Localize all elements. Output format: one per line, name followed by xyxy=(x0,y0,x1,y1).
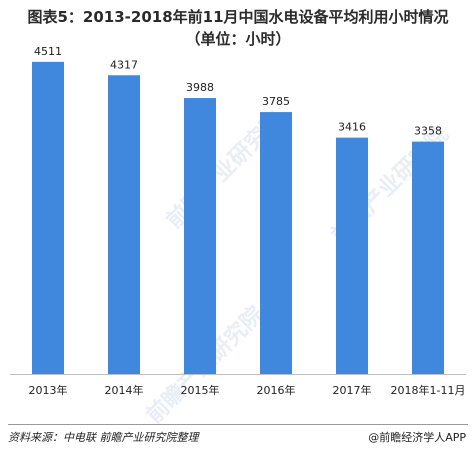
x-tick-label-5: 2018年1-11月 xyxy=(391,383,466,397)
data-labels-group: 4511 4317 3988 3785 3416 3358 xyxy=(34,45,442,138)
chart-title-line2: （单位：小时） xyxy=(185,30,291,48)
footer-divider xyxy=(8,424,468,425)
x-tick-label-2: 2015年 xyxy=(181,383,220,397)
brand-credit: @前瞻经济学人APP xyxy=(368,431,466,444)
bar-5 xyxy=(412,141,444,374)
bar-3 xyxy=(260,112,292,374)
bar-1 xyxy=(108,75,140,374)
data-label-3: 3785 xyxy=(262,95,290,108)
bar-2 xyxy=(184,98,216,375)
data-label-2: 3988 xyxy=(186,81,214,94)
data-label-4: 3416 xyxy=(338,121,366,134)
x-tick-label-3: 2016年 xyxy=(257,383,296,397)
bar-4 xyxy=(336,137,368,374)
chart-title-line1: 图表5：2013-2018年前11月中国水电设备平均利用小时情况 xyxy=(27,8,449,26)
chart-title: 图表5：2013-2018年前11月中国水电设备平均利用小时情况 （单位：小时） xyxy=(0,6,476,50)
data-label-1: 4317 xyxy=(110,58,138,71)
x-tick-label-1: 2014年 xyxy=(105,383,144,397)
bars-group xyxy=(32,61,444,375)
data-label-0: 4511 xyxy=(34,45,62,58)
x-tick-label-4: 2017年 xyxy=(333,383,372,397)
source-note: 资料来源：中电联 前瞻产业研究院整理 xyxy=(8,431,199,444)
x-tick-label-0: 2013年 xyxy=(29,383,68,397)
bar-0 xyxy=(32,61,64,374)
x-tick-labels-group: 2013年 2014年 2015年 2016年 2017年 2018年1-11月 xyxy=(29,383,466,397)
data-label-5: 3358 xyxy=(414,125,442,138)
